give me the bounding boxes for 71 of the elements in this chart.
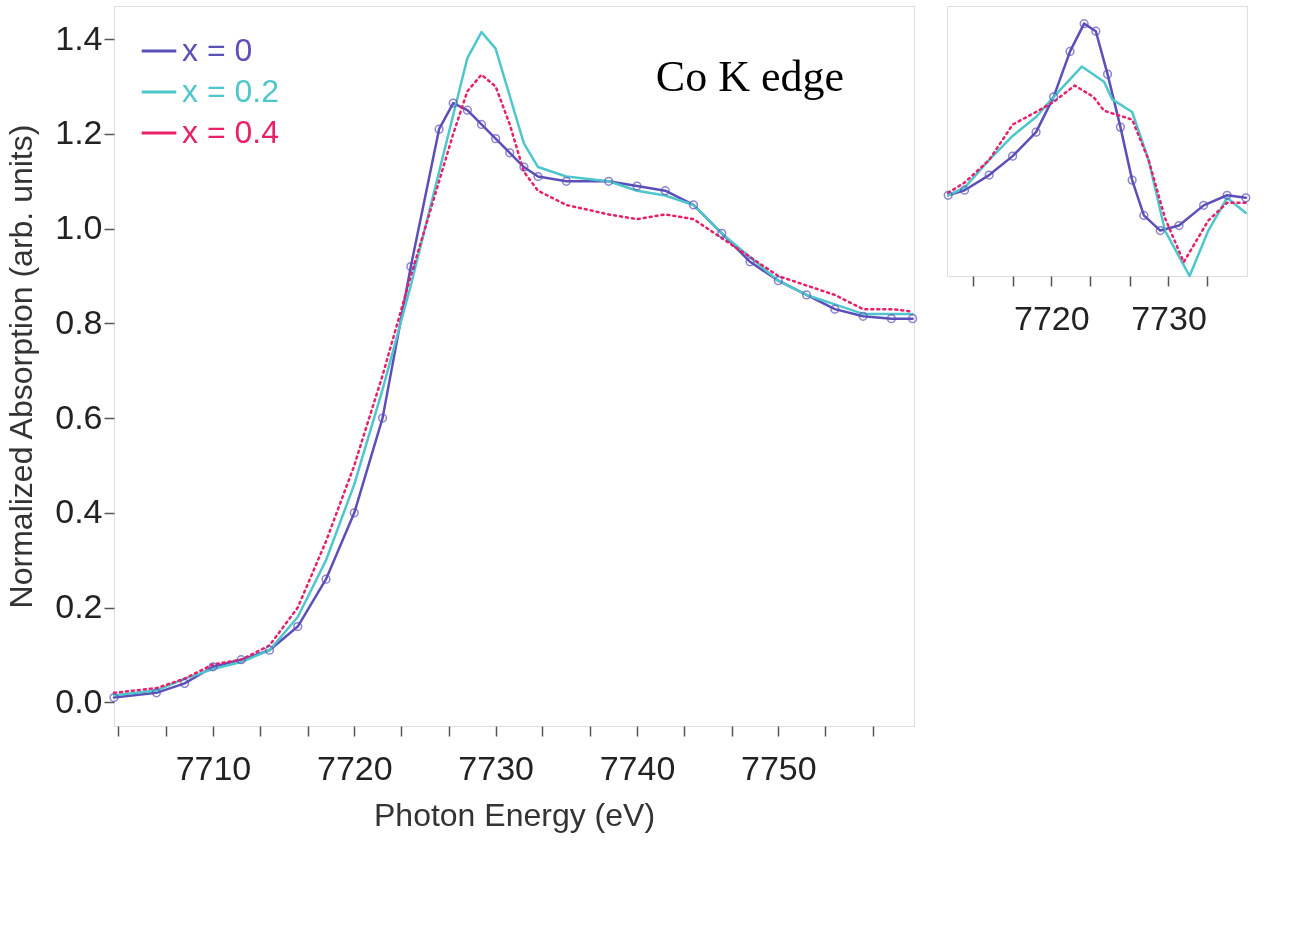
point (1079, 19, 1089, 29)
point (604, 176, 614, 186)
x-tick-label: 7720 (316, 748, 393, 787)
point (180, 678, 190, 688)
point (1199, 200, 1209, 210)
y-tick-label: 0.4 (55, 492, 103, 531)
point (1008, 151, 1018, 161)
point (491, 134, 501, 144)
point (773, 276, 783, 286)
point (632, 181, 642, 191)
point (959, 185, 970, 195)
point (236, 655, 246, 665)
y-tick-label: 1.4 (55, 18, 103, 57)
point (688, 200, 699, 210)
y-tick-label: 0.8 (55, 302, 103, 341)
point (264, 645, 275, 655)
legend-label: x = 0 (182, 32, 253, 68)
y-tick-label: 0.0 (55, 681, 103, 720)
x-tick-label: 7750 (740, 748, 817, 787)
x-tick-label: 7740 (599, 748, 676, 787)
point (1065, 46, 1075, 57)
point (801, 290, 812, 300)
y-tick-label: 0.2 (55, 587, 103, 626)
y-axis-title: Normalized Absorption (arb. units) (3, 124, 40, 609)
point (321, 574, 331, 584)
y-tick-label: 1.0 (55, 208, 103, 247)
point (660, 186, 670, 196)
x-axis-title: Photon Energy (eV) (373, 796, 656, 833)
legend-label: x = 0.4 (182, 114, 279, 150)
y-tick-label: 0.6 (55, 397, 103, 436)
point (293, 621, 303, 632)
point (907, 314, 918, 324)
point (1155, 225, 1165, 236)
x-tick-label: 7720 (1013, 298, 1090, 337)
point (561, 176, 571, 186)
point (1102, 69, 1113, 79)
point (434, 124, 444, 134)
point (377, 413, 388, 423)
point (1241, 193, 1251, 203)
point (717, 228, 727, 238)
x-tick-label: 7710 (175, 748, 252, 787)
point (1127, 175, 1137, 185)
point (858, 311, 868, 321)
point (505, 148, 515, 158)
point (745, 257, 755, 267)
legend-label: x = 0.2 (182, 73, 279, 109)
point (476, 119, 487, 130)
point (406, 261, 416, 272)
annotation: Co K edge (655, 52, 844, 101)
point (1115, 122, 1126, 132)
x-tick-label: 7730 (458, 748, 534, 787)
x-tick-label: 7730 (1131, 298, 1207, 337)
point (533, 171, 543, 182)
point (349, 508, 359, 518)
point (1222, 190, 1232, 200)
point (1139, 210, 1149, 221)
point (519, 162, 529, 172)
point (1031, 127, 1041, 137)
y-tick-label: 1.2 (55, 113, 103, 152)
point (109, 692, 119, 703)
point (462, 105, 472, 115)
point (151, 688, 162, 698)
point (448, 98, 458, 108)
point (1174, 220, 1184, 231)
point (1049, 92, 1059, 102)
point (943, 190, 953, 200)
point (830, 304, 840, 314)
point (886, 314, 897, 324)
point (208, 662, 218, 672)
point (1091, 26, 1101, 36)
point (984, 170, 994, 180)
